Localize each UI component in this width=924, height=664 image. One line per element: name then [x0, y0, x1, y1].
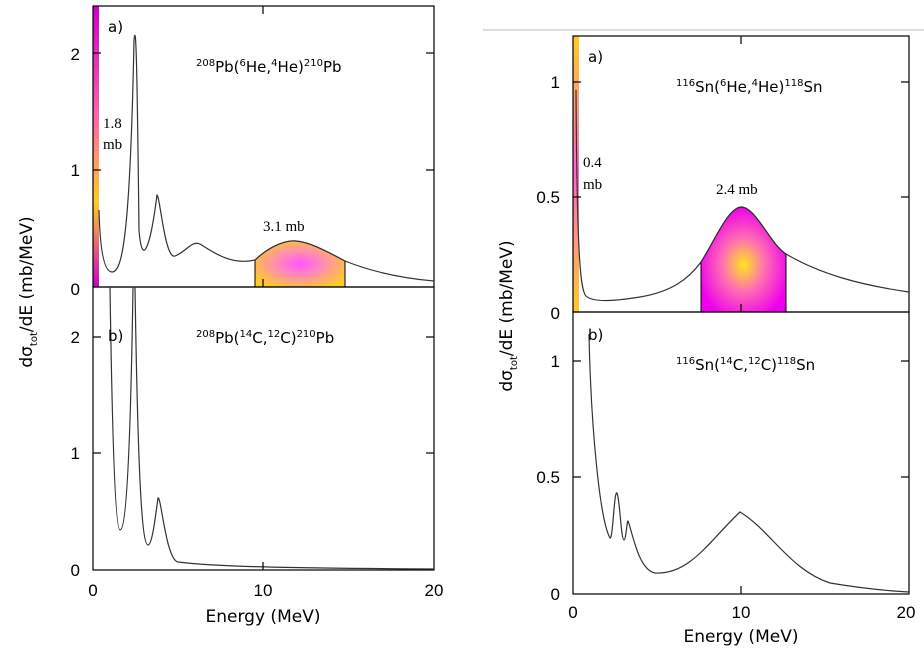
right-xtick-10: 10	[732, 603, 751, 622]
right-b-ytick-1: 1	[551, 352, 560, 371]
right-a-low-energy-annotation-value: 0.4	[583, 155, 602, 171]
left-panel-a-frame	[92, 5, 435, 288]
left-a-resonance-annotation: 3.1 mb	[263, 219, 305, 235]
left-a-low-energy-annotation-value: 1.8	[103, 116, 122, 132]
right-xtick-0: 0	[568, 603, 577, 622]
left-b-panel-tag: b)	[108, 327, 123, 345]
left-a-ytick-0: 0	[71, 280, 80, 299]
left-b-ytick-2: 2	[71, 328, 80, 347]
right-b-ytick-0: 0	[551, 585, 560, 604]
left-xtick-10: 10	[254, 581, 273, 600]
left-a-panel-tag: a)	[108, 18, 123, 36]
right-figure: 1 0.5 0 1 0.5 0 0 10 20 Energy (MeV) dσt…	[497, 35, 916, 647]
left-a-low-energy-annotation-unit: mb	[103, 137, 122, 153]
left-a-ytick-2: 2	[71, 45, 80, 64]
left-b-curve	[109, 286, 435, 570]
left-b-ytick-0: 0	[71, 561, 80, 580]
right-b-curve	[588, 333, 910, 593]
right-a-low-energy-fill	[573, 36, 579, 312]
right-b-ytick-0.5: 0.5	[536, 468, 560, 487]
right-xtick-20: 20	[897, 603, 916, 622]
right-a-resonance-annotation: 2.4 mb	[716, 182, 758, 198]
right-a-resonance-fill	[700, 206, 787, 313]
right-a-low-energy-annotation-unit: mb	[583, 177, 602, 193]
left-xtick-20: 20	[425, 581, 444, 600]
left-figure: 2 1 0 2 1 0 0 10 20 Energy (MeV) dσtot/d…	[17, 5, 444, 627]
right-a-ytick-0: 0	[551, 304, 560, 323]
right-a-ytick-1: 1	[551, 73, 560, 92]
left-a-resonance-fill	[254, 240, 346, 288]
right-a-panel-tag: a)	[588, 48, 603, 66]
left-y-axis-label: dσtot/dE (mb/MeV)	[17, 216, 40, 367]
left-b-reaction-label: 208Pb(14C,12C)210Pb	[196, 329, 334, 347]
right-a-curve	[575, 89, 910, 302]
right-panel-b-frame	[572, 311, 910, 595]
right-b-panel-tag: b)	[588, 326, 603, 344]
left-a-reaction-label: 208Pb(6He,4He)210Pb	[196, 58, 342, 76]
left-a-low-energy-fill	[93, 6, 99, 287]
left-x-axis-label: Energy (MeV)	[206, 607, 321, 627]
right-b-reaction-label: 116Sn(14C,12C)118Sn	[676, 356, 815, 374]
left-b-ytick-1: 1	[71, 444, 80, 463]
left-xtick-0: 0	[88, 581, 97, 600]
left-a-curve	[98, 34, 435, 282]
left-a-ytick-1: 1	[71, 161, 80, 180]
right-y-axis-label: dσtot/dE (mb/MeV)	[497, 240, 520, 391]
right-a-ytick-0.5: 0.5	[536, 188, 560, 207]
right-x-axis-label: Energy (MeV)	[684, 627, 799, 647]
right-a-reaction-label: 116Sn(6He,4He)118Sn	[676, 78, 823, 96]
